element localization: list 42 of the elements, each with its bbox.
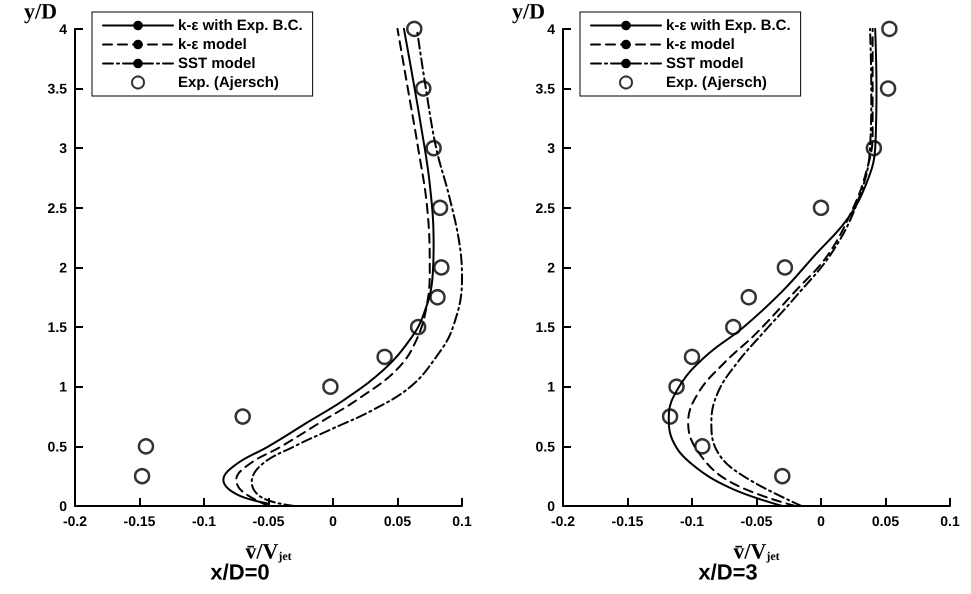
x-tick-label: 0.05	[872, 513, 900, 529]
x-tick-label: 0.05	[384, 513, 412, 529]
y-tick-label: 2	[59, 259, 68, 276]
x-tick-label: 0.1	[940, 513, 960, 529]
y-tick-label: 4	[547, 20, 556, 37]
legend-label: SST model	[666, 55, 744, 72]
y-tick-label: 2.5	[536, 200, 556, 216]
x-tick-label: 0.1	[452, 513, 472, 529]
y-tick-label: 1	[59, 378, 68, 395]
y-tick-label: 1.5	[536, 319, 556, 336]
legend-label: Exp. (Ajersch)	[666, 74, 767, 91]
x-tick-label: -0.05	[252, 513, 285, 529]
y-axis-title: y/D	[512, 0, 545, 24]
legend-label: SST model	[178, 55, 256, 72]
x-tick-label: -0.15	[124, 513, 156, 529]
legend-label: k-ε with Exp. B.C.	[178, 17, 303, 34]
y-tick-label: 0.5	[536, 438, 556, 454]
x-tick-label: -0.2	[550, 513, 576, 529]
y-tick-label: 4	[59, 20, 68, 37]
y-tick-label: 3	[547, 140, 556, 156]
legend-label: Exp. (Ajersch)	[178, 74, 279, 91]
legend-label: k-ε model	[178, 36, 247, 53]
y-tick-label: 2.5	[48, 200, 68, 216]
y-tick-label: 1	[547, 378, 556, 395]
y-axis-title: y/D	[24, 0, 57, 24]
legend-label: k-ε with Exp. B.C.	[666, 17, 791, 34]
x-tick-label: -0.2	[62, 513, 88, 529]
legend-label: k-ε model	[666, 36, 735, 53]
y-tick-label: 2	[547, 259, 556, 276]
y-tick-label: 3.5	[48, 80, 68, 97]
y-tick-label: 0	[547, 498, 556, 514]
x-tick-label: -0.1	[680, 513, 704, 529]
x-tick-label: 0	[329, 513, 338, 529]
x-tick-label: 0	[817, 513, 826, 529]
y-tick-label: 1.5	[48, 319, 68, 336]
y-tick-label: 3.5	[536, 80, 556, 97]
y-tick-label: 0.5	[48, 438, 68, 454]
x-tick-label: -0.1	[192, 513, 216, 529]
x-tick-label: -0.05	[740, 513, 773, 529]
y-tick-label: 3	[59, 140, 68, 156]
x-tick-label: -0.15	[612, 513, 644, 529]
y-tick-label: 0	[59, 498, 68, 514]
